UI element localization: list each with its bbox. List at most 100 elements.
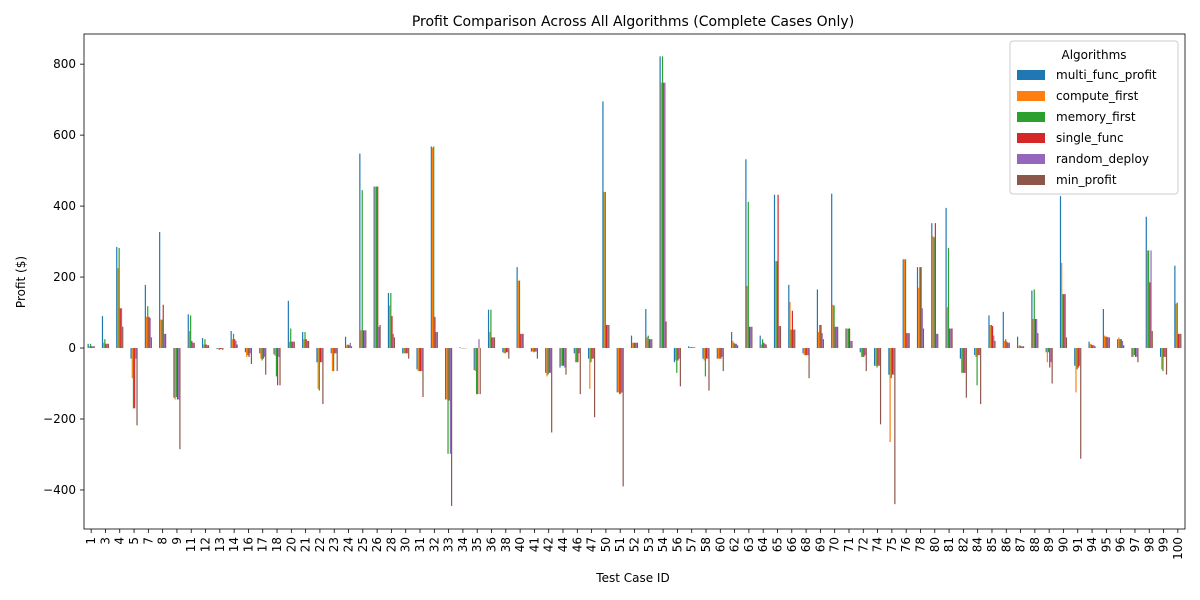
x-tick-label: 52 — [628, 537, 642, 552]
legend-label-memory_first: memory_first — [1056, 110, 1136, 124]
bar-multi_func_profit-case-86 — [1002, 311, 1004, 349]
bar-random_deploy-case-44 — [564, 348, 566, 368]
bar-compute_first-case-85 — [989, 324, 991, 349]
bar-single_func-case-32 — [434, 316, 436, 349]
bar-min_profit-case-7 — [150, 337, 152, 349]
bar-multi_func_profit-case-51 — [616, 348, 618, 393]
bar-min_profit-case-53 — [651, 339, 653, 349]
bar-multi_func_profit-case-53 — [645, 309, 647, 349]
bar-single_func-case-64 — [763, 342, 765, 349]
chart-title: Profit Comparison Across All Algorithms … — [412, 14, 854, 30]
bar-multi_func_profit-case-90 — [1059, 196, 1062, 349]
bar-memory_first-case-97 — [1133, 348, 1135, 356]
bar-compute_first-case-44 — [560, 348, 562, 366]
bar-single_func-case-21 — [305, 339, 307, 349]
legend-label-multi_func_profit: multi_func_profit — [1056, 68, 1157, 82]
bar-compute_first-case-50 — [603, 191, 605, 349]
bar-min_profit-case-63 — [751, 326, 753, 349]
bar-min_profit-case-38 — [508, 348, 510, 359]
bar-single_func-case-75 — [891, 348, 894, 375]
bar-min_profit-case-42 — [551, 348, 553, 433]
x-tick-label: 70 — [828, 537, 842, 552]
bar-min_profit-case-17 — [265, 348, 267, 375]
bar-memory_first-case-63 — [747, 201, 749, 349]
x-tick-label: 41 — [527, 537, 541, 552]
legend-swatch-multi_func_profit — [1017, 70, 1045, 80]
bar-min_profit-case-3 — [107, 343, 110, 349]
bar-multi_func_profit-case-88 — [1031, 290, 1033, 349]
bar-memory_first-case-65 — [776, 261, 778, 349]
x-tick-label: 95 — [1099, 537, 1113, 552]
x-tick-label: 86 — [999, 537, 1013, 552]
bar-compute_first-case-23 — [331, 348, 334, 372]
bar-multi_func_profit-case-18 — [273, 348, 275, 355]
bar-random_deploy-case-68 — [807, 348, 809, 356]
bar-memory_first-case-84 — [976, 348, 978, 386]
bar-compute_first-case-97 — [1132, 348, 1134, 357]
bar-multi_func_profit-case-72 — [859, 348, 861, 353]
x-tick-label: 76 — [899, 537, 913, 552]
x-tick-label: 98 — [1142, 537, 1156, 552]
bar-compute_first-case-64 — [760, 344, 762, 349]
bar-memory_first-case-18 — [275, 348, 278, 377]
bar-multi_func_profit-case-46 — [573, 348, 575, 354]
x-tick-label: 68 — [799, 537, 813, 552]
bar-memory_first-case-60 — [719, 348, 721, 359]
bar-compute_first-case-87 — [1018, 346, 1020, 349]
bar-memory_first-case-4 — [118, 247, 120, 349]
bar-compute_first-case-90 — [1061, 262, 1063, 349]
bar-compute_first-case-82 — [960, 348, 963, 373]
x-tick-label: 100 — [1171, 537, 1185, 560]
bar-random_deploy-case-91 — [1078, 348, 1081, 366]
bar-multi_func_profit-case-98 — [1145, 216, 1147, 349]
x-tick-label: 69 — [813, 537, 827, 552]
x-tick-label: 14 — [227, 537, 241, 552]
bar-single_func-case-16 — [248, 348, 250, 357]
bar-min_profit-case-24 — [350, 346, 353, 349]
bar-compute_first-case-33 — [446, 348, 448, 400]
bar-compute_first-case-21 — [303, 339, 305, 349]
bar-random_deploy-case-88 — [1036, 318, 1038, 349]
bar-min_profit-case-1 — [93, 346, 95, 349]
bar-single_func-case-14 — [234, 339, 236, 349]
y-tick-label: −200 — [43, 412, 76, 426]
x-tick-label: 47 — [585, 537, 599, 552]
bar-memory_first-case-90 — [1062, 294, 1064, 349]
bar-multi_func_profit-case-16 — [244, 348, 247, 353]
bar-multi_func_profit-case-65 — [773, 194, 776, 349]
bar-random_deploy-case-94 — [1093, 345, 1095, 349]
bar-multi_func_profit-case-58 — [702, 348, 704, 359]
bar-random_deploy-case-96 — [1121, 340, 1124, 349]
bar-memory_first-case-42 — [547, 348, 549, 375]
bar-multi_func_profit-case-33 — [445, 348, 447, 400]
legend-title: Algorithms — [1061, 48, 1126, 62]
bar-single_func-case-24 — [348, 345, 350, 349]
x-tick-label: 58 — [699, 537, 713, 552]
bar-compute_first-case-62 — [732, 340, 734, 349]
bar-compute_first-case-81 — [946, 307, 948, 349]
x-tick-label: 24 — [342, 537, 356, 552]
bar-single_func-case-87 — [1020, 346, 1022, 349]
legend-swatch-random_deploy — [1017, 154, 1045, 164]
bar-single_func-case-82 — [963, 348, 965, 373]
bar-multi_func_profit-case-28 — [387, 293, 390, 349]
bar-compute_first-case-47 — [589, 348, 591, 389]
bar-multi_func_profit-case-52 — [630, 335, 633, 349]
bar-single_func-case-46 — [577, 348, 579, 363]
x-tick-label: 7 — [141, 537, 155, 545]
bar-single_func-case-7 — [148, 316, 150, 349]
x-tick-label: 35 — [470, 537, 484, 552]
legend-box — [1009, 40, 1179, 195]
bar-multi_func_profit-case-9 — [173, 348, 175, 398]
x-tick-label: 81 — [942, 537, 956, 552]
x-tick-label: 12 — [199, 537, 213, 552]
bar-multi_func_profit-case-66 — [788, 284, 790, 349]
bar-random_deploy-case-21 — [306, 340, 309, 349]
bar-memory_first-case-88 — [1033, 289, 1035, 349]
bar-compute_first-case-36 — [489, 332, 491, 349]
bar-min_profit-case-22 — [322, 348, 324, 405]
bar-compute_first-case-20 — [288, 341, 291, 349]
bar-multi_func_profit-case-68 — [802, 348, 804, 354]
bar-single_func-case-26 — [377, 186, 379, 349]
